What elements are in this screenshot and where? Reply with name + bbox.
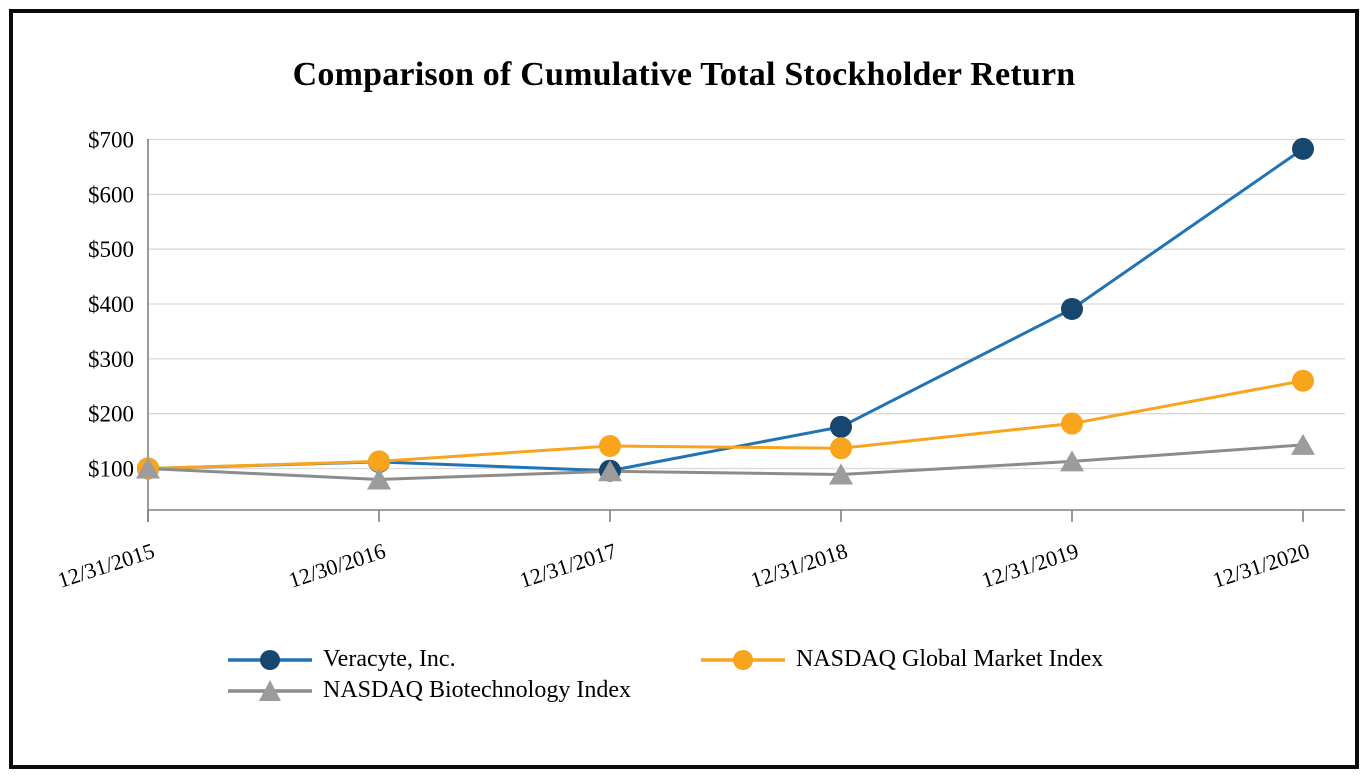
series-line-nasdaq-biotechnology-index	[147, 443, 1304, 481]
y-axis-tick-label: $500	[88, 237, 134, 262]
y-axis-tick-label: $200	[88, 402, 134, 427]
data-point-nasdaq-global-market-index	[599, 435, 621, 458]
data-point-nasdaq-biotechnology-index	[1060, 450, 1084, 472]
data-point-veracyte	[1292, 137, 1314, 160]
page-border-frame	[9, 9, 1359, 769]
data-point-nasdaq-global-market-index	[1061, 412, 1083, 435]
y-axis-tick-label: $700	[88, 128, 134, 153]
legend-triangle-swatch-nasdaq-biotechnology-index	[228, 679, 312, 701]
legend-item-veracyte: Veracyte, Inc.	[228, 644, 701, 675]
y-axis-tick-label: $400	[88, 292, 134, 317]
y-axis-tick-label: $300	[88, 347, 134, 372]
x-axis-tick-label: 12/31/2020	[1209, 538, 1312, 593]
data-point-nasdaq-biotechnology-index	[367, 468, 391, 490]
legend-item-nasdaq-biotechnology-index: NASDAQ Biotechnology Index	[228, 675, 701, 706]
data-point-veracyte	[830, 415, 852, 438]
y-axis-tick-label: $600	[88, 182, 134, 207]
y-axis-tick-label: $100	[88, 457, 134, 482]
legend-circle-swatch-nasdaq-global-market-index	[701, 649, 785, 670]
x-axis-tick-label: 12/31/2015	[54, 538, 157, 593]
legend-label: Veracyte, Inc.	[323, 646, 456, 672]
legend-item-nasdaq-global-market-index: NASDAQ Global Market Index	[701, 644, 1103, 675]
data-point-nasdaq-global-market-index	[368, 450, 390, 473]
x-axis-tick-label: 12/31/2019	[978, 538, 1081, 593]
series-line-nasdaq-global-market-index	[147, 379, 1304, 470]
series-line-veracyte	[147, 147, 1304, 473]
legend-circle-swatch-veracyte	[228, 649, 312, 670]
chart-title: Comparison of Cumulative Total Stockhold…	[292, 56, 1076, 93]
data-point-veracyte	[1061, 297, 1083, 320]
data-point-nasdaq-global-market-index	[1292, 369, 1314, 392]
data-point-nasdaq-biotechnology-index	[136, 457, 160, 479]
chart-legend: Veracyte, Inc. NASDAQ Global Market Index…	[228, 644, 1103, 706]
x-axis-tick-label: 12/31/2017	[516, 538, 619, 593]
data-point-nasdaq-biotechnology-index	[598, 460, 622, 482]
x-axis-tick-label: 12/30/2016	[285, 538, 388, 593]
legend-label: NASDAQ Biotechnology Index	[323, 677, 631, 703]
legend-label: NASDAQ Global Market Index	[796, 646, 1104, 672]
x-axis-tick-label: 12/31/2018	[747, 538, 850, 593]
data-point-nasdaq-biotechnology-index	[1291, 433, 1315, 455]
data-point-nasdaq-biotechnology-index	[829, 463, 853, 485]
data-point-nasdaq-global-market-index	[830, 437, 852, 460]
